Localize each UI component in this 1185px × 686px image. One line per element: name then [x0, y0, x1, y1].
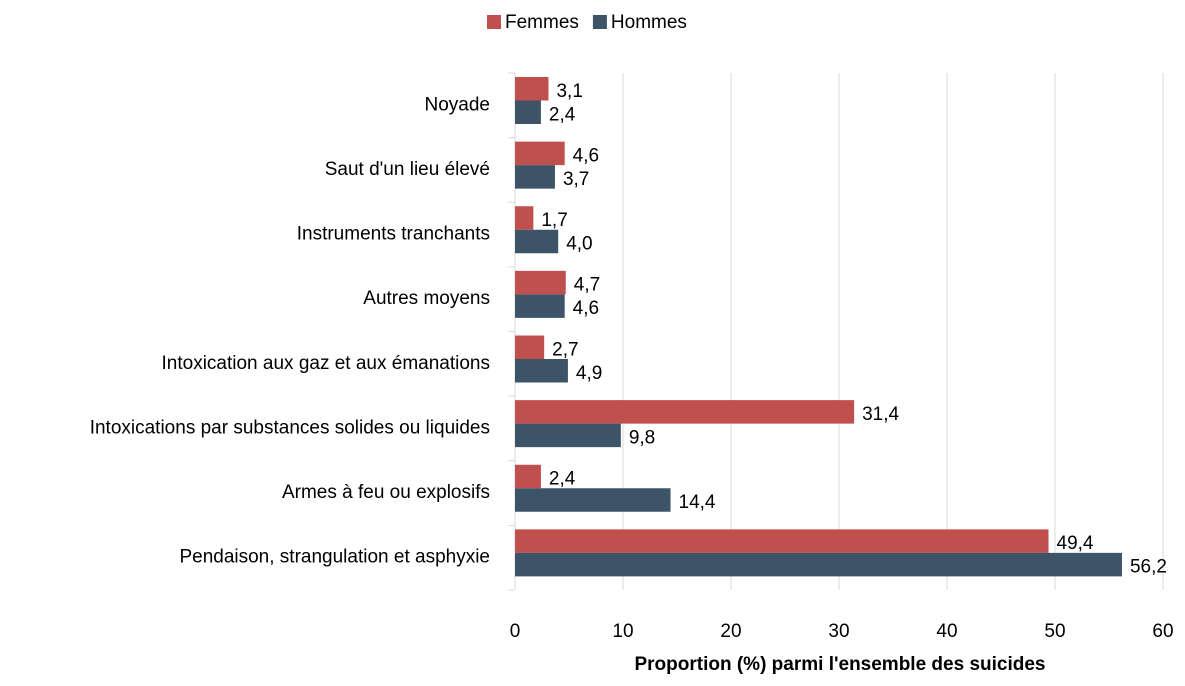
- y-tick-label: Saut d'un lieu élevé: [325, 159, 490, 180]
- data-label: 4,6: [573, 145, 599, 166]
- x-axis-title: Proportion (%) parmi l'ensemble des suic…: [634, 654, 1045, 675]
- data-label: 1,7: [541, 210, 567, 231]
- data-label: 3,1: [556, 81, 582, 102]
- x-tick-label: 50: [1044, 621, 1065, 642]
- legend-label: Hommes: [611, 12, 687, 33]
- data-label: 49,4: [1057, 533, 1094, 554]
- bar: [515, 335, 545, 359]
- bar: [515, 100, 541, 124]
- bar: [515, 229, 559, 254]
- bar: [515, 488, 671, 512]
- data-label: 4,6: [573, 298, 599, 319]
- bar: [515, 270, 566, 295]
- bar: [515, 423, 621, 448]
- x-tick-label: 10: [612, 621, 633, 642]
- bar: [515, 359, 568, 383]
- data-label: 31,4: [862, 404, 899, 425]
- x-tick-label: 0: [510, 621, 521, 642]
- legend-swatch: [592, 15, 607, 29]
- data-label: 4,7: [574, 275, 600, 296]
- y-tick-label: Armes à feu ou explosifs: [282, 482, 490, 503]
- y-tick-label: Intoxication aux gaz et aux émanations: [162, 353, 490, 374]
- data-label: 56,2: [1130, 557, 1167, 578]
- bar: [515, 552, 1122, 577]
- legend-swatch: [487, 15, 501, 29]
- x-tick-label: 20: [720, 621, 741, 642]
- y-tick-label: Autres moyens: [363, 288, 490, 309]
- x-tick-label: 30: [828, 621, 849, 642]
- bar: [515, 400, 855, 424]
- data-label: 2,4: [549, 104, 576, 125]
- bar: [515, 141, 565, 166]
- data-label: 4,0: [566, 234, 592, 255]
- data-label: 3,7: [563, 169, 589, 190]
- x-tick-label: 40: [936, 621, 957, 642]
- data-label: 9,8: [629, 427, 655, 448]
- y-tick-label: Intoxications par substances solides ou …: [90, 417, 490, 438]
- data-label: 4,9: [576, 363, 602, 384]
- data-label: 2,7: [552, 339, 578, 360]
- bar: [515, 529, 1049, 553]
- y-tick-label: Pendaison, strangulation et asphyxie: [179, 547, 490, 568]
- data-label: 14,4: [679, 492, 716, 513]
- data-label: 2,4: [549, 469, 576, 490]
- x-tick-label: 60: [1152, 621, 1173, 642]
- legend-label: Femmes: [505, 12, 579, 33]
- y-tick-label: Noyade: [425, 94, 491, 115]
- bar: [515, 206, 534, 230]
- bar: [515, 77, 549, 101]
- bar: [515, 294, 565, 318]
- bar: [515, 464, 541, 489]
- y-tick-label: Instruments tranchants: [297, 224, 490, 245]
- bar: [515, 165, 555, 189]
